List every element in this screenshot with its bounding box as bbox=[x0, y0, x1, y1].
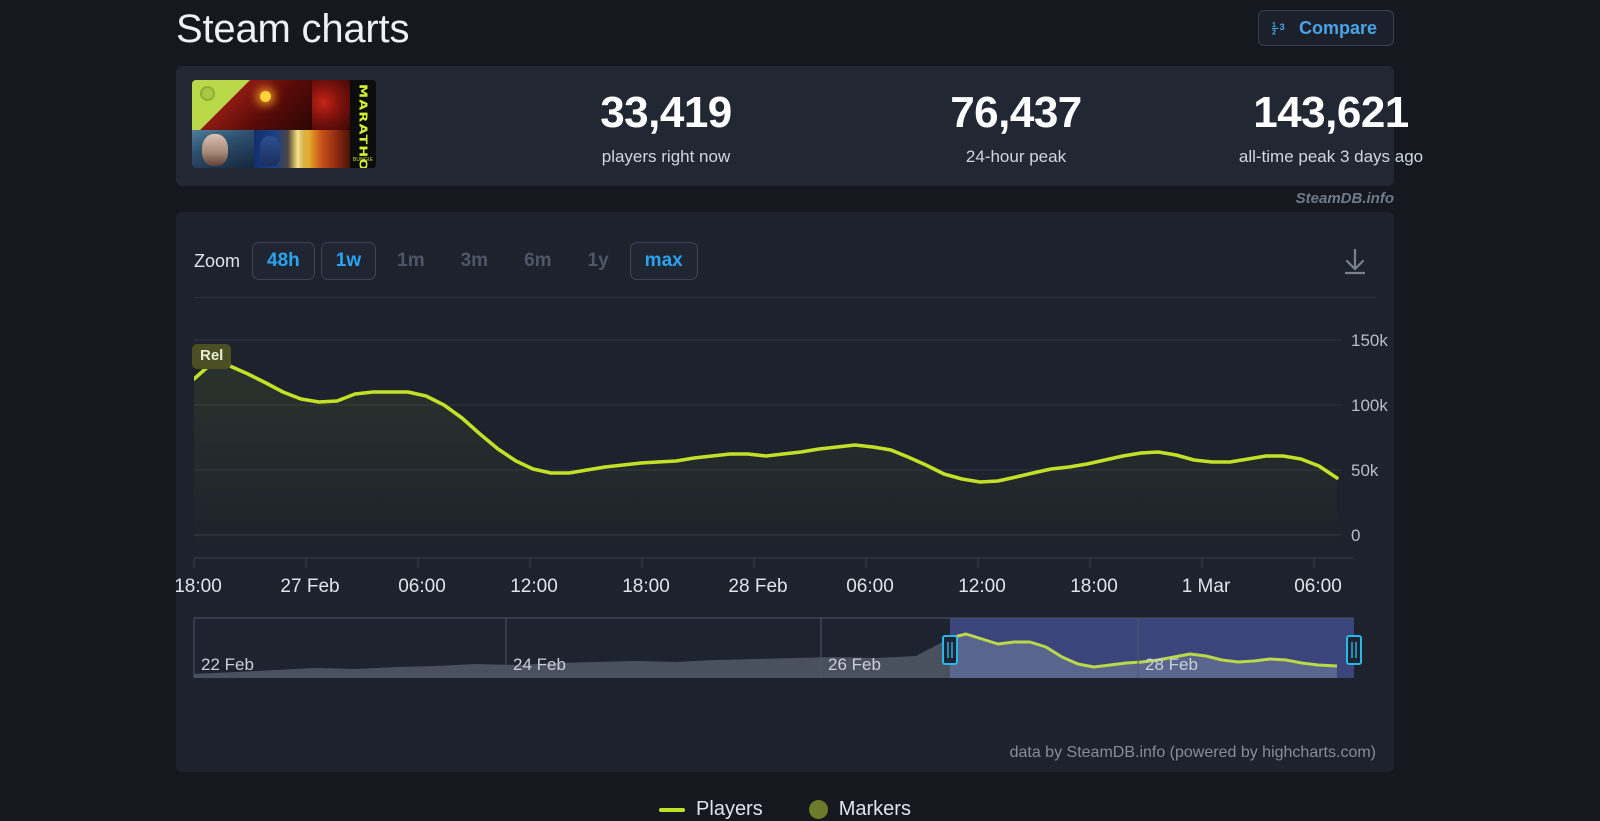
y-tick-150k: 150k bbox=[1351, 331, 1388, 350]
capsule-soldier bbox=[260, 136, 280, 166]
compare-button-label: Compare bbox=[1298, 17, 1377, 38]
players-line bbox=[194, 361, 1339, 484]
compare-button[interactable]: 1 2 3 Compare bbox=[1257, 10, 1394, 46]
stat-all-time-peak: 143,621 all-time peak 3 days ago bbox=[1081, 86, 1581, 168]
range-button-1m[interactable]: 1m bbox=[382, 242, 439, 280]
legend-line-marker bbox=[659, 807, 686, 812]
stat-value: 33,419 bbox=[600, 88, 732, 137]
x-tick-3: 12:00 bbox=[510, 576, 558, 597]
x-tick-8: 18:00 bbox=[1070, 576, 1118, 597]
legend-item-markers[interactable]: Markers bbox=[808, 798, 911, 821]
nav-tick-0: 22 Feb bbox=[201, 655, 254, 674]
y-tick-100k: 100k bbox=[1351, 396, 1388, 415]
range-button-3m[interactable]: 3m bbox=[446, 242, 503, 280]
svg-text:3: 3 bbox=[1280, 22, 1285, 32]
release-marker-badge[interactable]: Rel bbox=[192, 344, 232, 369]
range-button-1y[interactable]: 1y bbox=[573, 242, 624, 280]
x-tick-5: 28 Feb bbox=[728, 576, 787, 597]
x-tick-10: 06:00 bbox=[1294, 576, 1342, 597]
y-tick-0: 0 bbox=[1351, 526, 1360, 545]
capsule-art-top-right bbox=[312, 80, 350, 130]
page-title: Steam charts bbox=[176, 7, 410, 51]
chart-legend: Players Markers bbox=[176, 798, 1394, 821]
x-tick-0: 18:00 bbox=[176, 576, 222, 597]
game-capsule-image[interactable]: MARATHON BUNGIE bbox=[192, 80, 376, 168]
capsule-title-strip: MARATHON bbox=[350, 80, 376, 168]
steam-charts-page: Steam charts 1 2 3 Compare MARATHON bbox=[176, 0, 1424, 820]
capsule-logo-dot bbox=[200, 86, 215, 101]
stat-label: 24-hour peak bbox=[965, 147, 1067, 166]
legend-item-players[interactable]: Players bbox=[659, 798, 763, 821]
x-axis-labels: 18:00 27 Feb 06:00 12:00 18:00 28 Feb 06… bbox=[176, 576, 1342, 597]
x-tick-7: 12:00 bbox=[958, 576, 1006, 597]
navigator-tick-lines bbox=[193, 617, 1354, 678]
chart-credit: data by SteamDB.info (powered by highcha… bbox=[1009, 744, 1376, 761]
players-line-chart: 150k 100k 50k 0 bbox=[176, 331, 1388, 678]
nav-tick-1: 24 Feb bbox=[513, 655, 566, 674]
chart-plot-area: Rel 150k bbox=[176, 312, 1394, 820]
y-tick-50k: 50k bbox=[1351, 461, 1379, 480]
stat-value: 143,621 bbox=[1253, 88, 1409, 137]
capsule-game-title: MARATHON bbox=[356, 84, 370, 168]
zoom-range-selector: Zoom 48h 1w 1m 3m 6m 1y max bbox=[194, 242, 698, 280]
capsule-publisher: BUNGIE bbox=[352, 157, 374, 163]
legend-label: Players bbox=[696, 798, 763, 820]
navigator-tick-labels: 22 Feb 24 Feb 26 Feb 28 Feb bbox=[201, 655, 1198, 674]
stats-panel: MARATHON BUNGIE 33,419 players right now… bbox=[176, 66, 1423, 186]
nav-tick-2: 26 Feb bbox=[828, 655, 881, 674]
x-tick-6: 06:00 bbox=[846, 576, 894, 597]
x-axis bbox=[193, 557, 1354, 568]
stat-24h-peak: 76,437 24-hour peak bbox=[816, 86, 1216, 168]
navigator-mask-left[interactable] bbox=[194, 618, 950, 678]
stat-value: 76,437 bbox=[950, 88, 1082, 137]
stat-players-now: 33,419 players right now bbox=[466, 86, 866, 168]
legend-label: Markers bbox=[838, 798, 911, 820]
x-tick-9: 1 Mar bbox=[1182, 576, 1231, 597]
capsule-character-face bbox=[202, 134, 228, 166]
y-axis-labels: 150k 100k 50k 0 bbox=[1351, 331, 1388, 545]
page-header: Steam charts 1 2 3 Compare bbox=[176, 0, 1394, 58]
toolbar-divider bbox=[194, 297, 1376, 298]
x-tick-4: 18:00 bbox=[622, 576, 670, 597]
x-tick-2: 06:00 bbox=[398, 576, 446, 597]
navigator-handle-left[interactable] bbox=[942, 635, 958, 665]
svg-text:1: 1 bbox=[1272, 20, 1276, 29]
x-tick-1: 27 Feb bbox=[280, 576, 339, 597]
chart-panel: Zoom 48h 1w 1m 3m 6m 1y max Rel bbox=[176, 212, 1394, 820]
capsule-light-flare bbox=[260, 91, 271, 102]
download-icon[interactable] bbox=[1338, 244, 1372, 278]
steamdb-watermark: SteamDB.info bbox=[1295, 190, 1394, 207]
capsule-light-beam bbox=[288, 130, 308, 168]
numbered-list-icon: 1 2 3 bbox=[1271, 20, 1285, 36]
range-button-48h[interactable]: 48h bbox=[252, 242, 315, 280]
navigator-handle-right[interactable] bbox=[1346, 635, 1362, 665]
legend-circle-marker bbox=[808, 800, 828, 819]
stat-label: all-time peak 3 days ago bbox=[1238, 147, 1424, 166]
nav-tick-3: 28 Feb bbox=[1145, 655, 1198, 674]
navigator-selection[interactable] bbox=[950, 618, 1354, 678]
svg-text:2: 2 bbox=[1272, 27, 1276, 36]
zoom-label: Zoom bbox=[194, 250, 241, 271]
stat-label: players right now bbox=[601, 147, 731, 166]
navigator-series bbox=[194, 632, 1338, 678]
range-button-6m[interactable]: 6m bbox=[509, 242, 566, 280]
range-button-max[interactable]: max bbox=[629, 242, 698, 280]
chart-navigator[interactable]: 22 Feb 24 Feb 26 Feb 28 Feb bbox=[193, 617, 1362, 678]
range-button-1w[interactable]: 1w bbox=[320, 242, 377, 280]
